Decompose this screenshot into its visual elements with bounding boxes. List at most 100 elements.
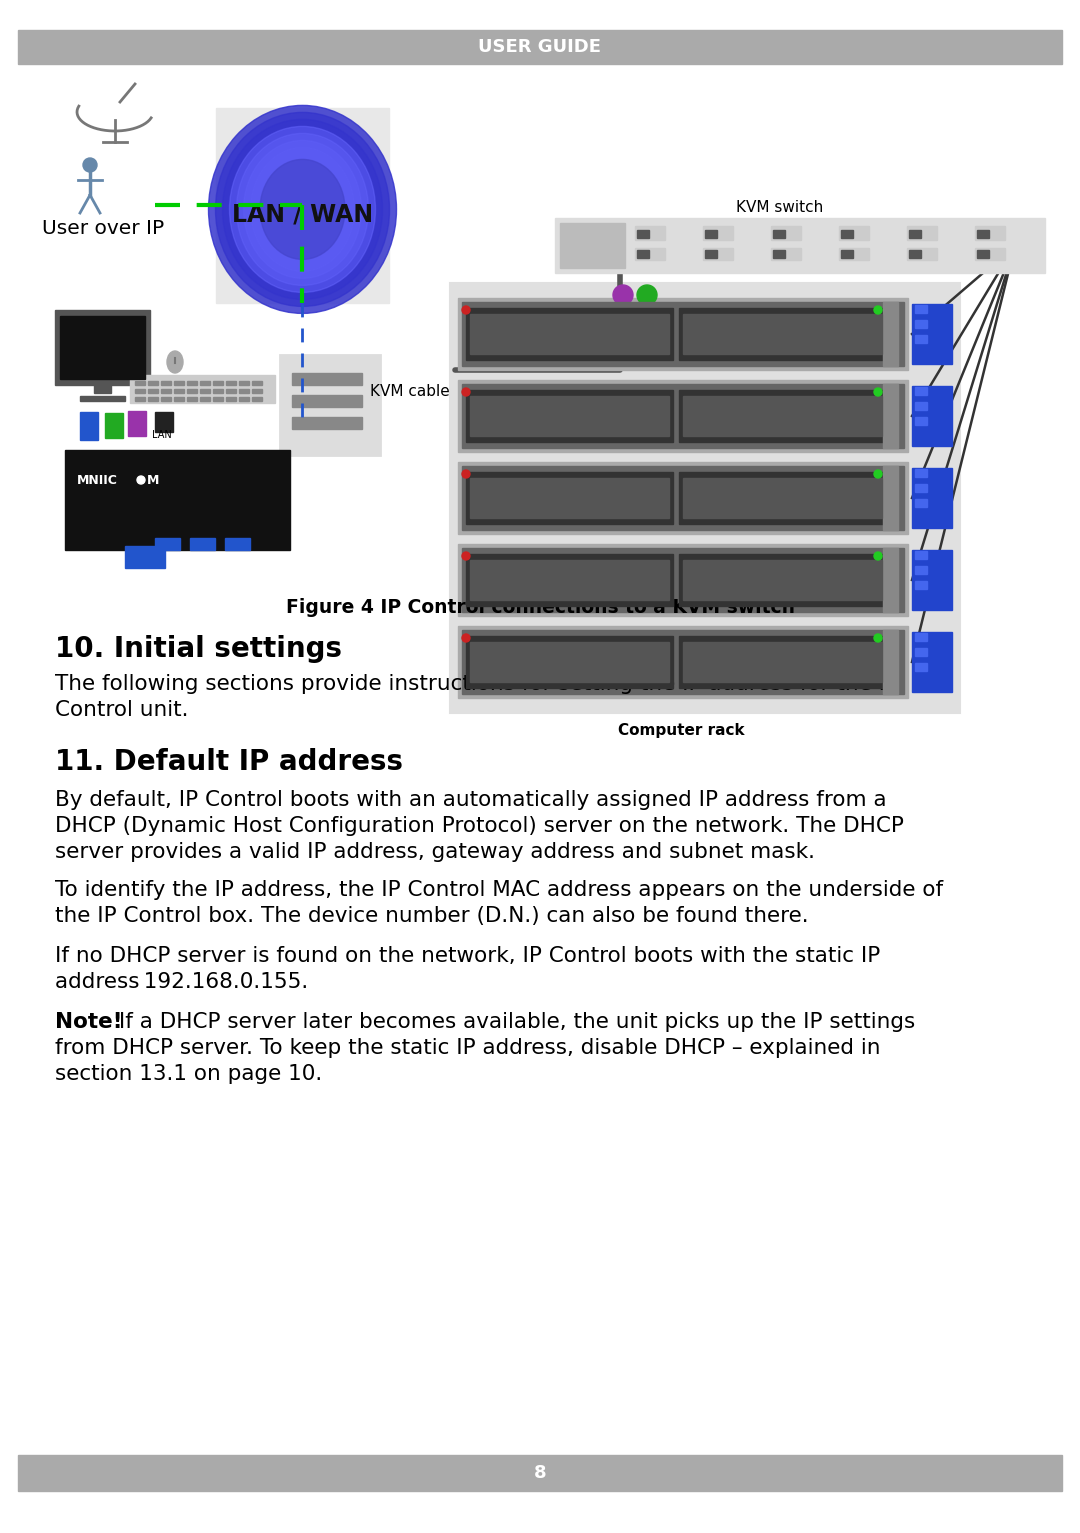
Bar bbox=[683, 642, 882, 682]
Bar bbox=[773, 230, 785, 238]
Bar bbox=[174, 389, 184, 392]
Bar bbox=[883, 466, 897, 530]
Circle shape bbox=[462, 635, 470, 642]
Text: address 192.168.0.155.: address 192.168.0.155. bbox=[55, 972, 308, 992]
Bar bbox=[292, 373, 362, 385]
Bar bbox=[462, 302, 904, 366]
Text: 11. Default IP address: 11. Default IP address bbox=[55, 748, 403, 776]
Bar bbox=[912, 550, 951, 610]
Bar bbox=[462, 466, 904, 530]
Text: M: M bbox=[147, 474, 160, 486]
Bar bbox=[18, 1455, 1062, 1492]
Bar bbox=[909, 250, 921, 258]
Ellipse shape bbox=[237, 133, 368, 285]
Bar bbox=[915, 662, 927, 671]
Bar bbox=[915, 566, 927, 573]
Text: MNIIC: MNIIC bbox=[77, 474, 118, 486]
Bar bbox=[465, 553, 673, 606]
Bar bbox=[213, 389, 222, 392]
Bar bbox=[135, 389, 145, 392]
Bar bbox=[60, 316, 145, 379]
Bar bbox=[915, 336, 927, 343]
Bar bbox=[470, 314, 669, 354]
Bar bbox=[239, 397, 249, 402]
Text: Computer rack: Computer rack bbox=[618, 724, 744, 739]
Text: User over IP: User over IP bbox=[42, 219, 164, 238]
Text: the IP Control box. The device number (D.N.) can also be found there.: the IP Control box. The device number (D… bbox=[55, 906, 809, 926]
Text: Note!: Note! bbox=[55, 1012, 122, 1032]
Bar bbox=[161, 382, 171, 385]
Bar bbox=[213, 382, 222, 385]
Bar bbox=[915, 484, 927, 492]
Bar bbox=[216, 107, 389, 304]
Bar bbox=[458, 380, 908, 452]
Bar bbox=[125, 546, 165, 569]
Text: DHCP (Dynamic Host Configuration Protocol) server on the network. The DHCP: DHCP (Dynamic Host Configuration Protoco… bbox=[55, 816, 904, 835]
Bar bbox=[637, 230, 649, 238]
Text: The following sections provide instructions for setting the IP address for the I: The following sections provide instructi… bbox=[55, 675, 897, 694]
Bar bbox=[915, 320, 927, 328]
Bar bbox=[129, 411, 146, 435]
Circle shape bbox=[874, 552, 882, 560]
Bar bbox=[635, 248, 665, 261]
Bar bbox=[187, 382, 197, 385]
Bar bbox=[883, 383, 897, 448]
Bar bbox=[226, 397, 237, 402]
Text: By default, IP Control boots with an automatically assigned IP address from a: By default, IP Control boots with an aut… bbox=[55, 789, 887, 809]
Bar bbox=[915, 305, 927, 313]
Bar bbox=[55, 310, 150, 385]
Bar bbox=[156, 538, 180, 550]
Bar bbox=[239, 389, 249, 392]
Circle shape bbox=[462, 388, 470, 396]
Bar bbox=[190, 538, 215, 550]
Bar bbox=[915, 633, 927, 641]
Bar bbox=[912, 386, 951, 446]
Bar bbox=[148, 382, 158, 385]
Bar bbox=[470, 642, 669, 682]
Bar bbox=[915, 581, 927, 589]
Bar bbox=[915, 402, 927, 409]
Bar bbox=[883, 547, 897, 612]
Bar bbox=[915, 469, 927, 477]
Bar bbox=[200, 389, 210, 392]
Ellipse shape bbox=[167, 351, 183, 373]
Bar bbox=[703, 248, 733, 261]
Bar bbox=[975, 248, 1005, 261]
Bar bbox=[135, 382, 145, 385]
Bar bbox=[912, 632, 951, 691]
Text: Figure 4 IP Control connections to a KVM switch: Figure 4 IP Control connections to a KVM… bbox=[285, 598, 795, 616]
Bar bbox=[200, 382, 210, 385]
Bar bbox=[703, 225, 733, 241]
Bar bbox=[187, 397, 197, 402]
Bar bbox=[883, 630, 897, 694]
Bar bbox=[907, 248, 937, 261]
Circle shape bbox=[462, 471, 470, 478]
Bar bbox=[915, 417, 927, 425]
Bar bbox=[292, 396, 362, 406]
Bar bbox=[773, 250, 785, 258]
Ellipse shape bbox=[222, 120, 382, 299]
Bar bbox=[683, 314, 882, 354]
Bar bbox=[465, 636, 673, 688]
Bar bbox=[135, 397, 145, 402]
Text: LAN: LAN bbox=[152, 429, 172, 440]
Text: from DHCP server. To keep the static IP address, disable DHCP – explained in: from DHCP server. To keep the static IP … bbox=[55, 1038, 880, 1058]
Ellipse shape bbox=[260, 159, 345, 259]
Ellipse shape bbox=[83, 158, 97, 172]
Text: If a DHCP server later becomes available, the unit picks up the IP settings: If a DHCP server later becomes available… bbox=[112, 1012, 915, 1032]
Bar bbox=[637, 250, 649, 258]
Bar bbox=[465, 472, 673, 524]
Bar bbox=[470, 478, 669, 518]
Bar bbox=[458, 625, 908, 698]
Bar bbox=[458, 544, 908, 616]
Bar bbox=[683, 560, 882, 599]
Circle shape bbox=[137, 477, 145, 484]
Bar bbox=[161, 397, 171, 402]
Bar bbox=[683, 396, 882, 435]
Ellipse shape bbox=[613, 285, 633, 305]
Bar bbox=[462, 547, 904, 612]
Text: KVM switch: KVM switch bbox=[737, 201, 824, 216]
Bar bbox=[883, 302, 897, 366]
Bar bbox=[679, 553, 886, 606]
Bar bbox=[977, 230, 989, 238]
